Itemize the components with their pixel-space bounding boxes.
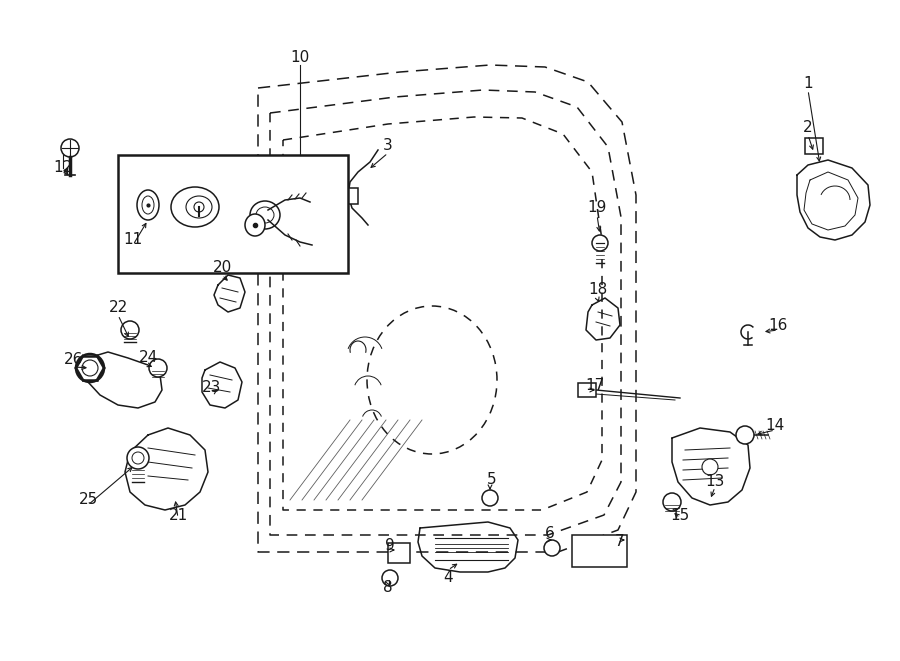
Circle shape [736,426,754,444]
Circle shape [121,321,139,339]
Text: 10: 10 [291,50,310,65]
Bar [338,188,358,204]
Text: 18: 18 [589,282,608,297]
Text: 25: 25 [78,492,97,508]
Text: 19: 19 [588,200,607,215]
Circle shape [592,235,608,251]
Text: 2: 2 [803,120,813,136]
Text: 7: 7 [616,535,625,549]
Ellipse shape [137,190,159,220]
Ellipse shape [171,187,219,227]
Text: 4: 4 [443,570,453,586]
Circle shape [382,570,398,586]
Circle shape [76,354,104,382]
Text: 26: 26 [64,352,84,368]
Text: 8: 8 [383,580,392,594]
Text: 22: 22 [108,301,128,315]
Circle shape [544,540,560,556]
Bar [118,155,348,273]
Text: 17: 17 [585,377,605,393]
Bar [388,543,410,563]
Text: 23: 23 [202,381,221,395]
Text: 24: 24 [139,350,158,366]
Circle shape [61,139,79,157]
Text: 21: 21 [168,508,187,522]
Text: 12: 12 [53,161,73,176]
Ellipse shape [245,214,265,236]
Text: 3: 3 [383,137,393,153]
Circle shape [702,459,718,475]
Text: 13: 13 [706,475,724,490]
Bar [805,138,823,154]
Text: 1: 1 [803,75,813,91]
Text: 14: 14 [765,418,785,432]
Circle shape [127,447,149,469]
Text: 20: 20 [212,260,231,276]
Circle shape [482,490,498,506]
Bar [578,383,596,397]
Text: 16: 16 [769,317,788,332]
Text: 11: 11 [123,233,142,247]
Text: 15: 15 [670,508,689,522]
Text: 5: 5 [487,473,497,488]
Bar [572,535,627,567]
Circle shape [663,493,681,511]
Text: 6: 6 [545,525,555,541]
Circle shape [149,359,167,377]
Text: 9: 9 [385,537,395,553]
